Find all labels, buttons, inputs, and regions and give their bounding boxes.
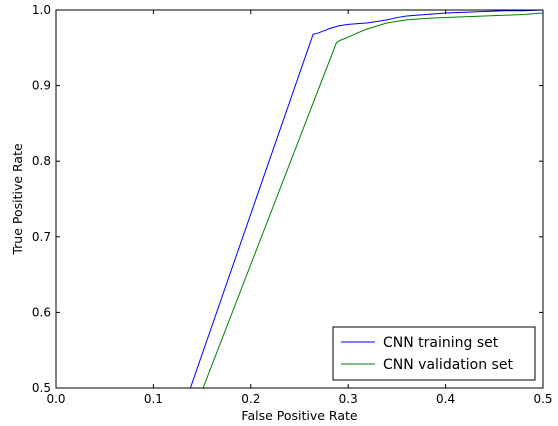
- axis-ticks: 0.0 0.1 0.2 0.3 0.4 0.5 0.5 0.6 0.7 0.8 0.9 1.0: [32, 3, 553, 406]
- y-tick-label: 0.5: [32, 381, 51, 395]
- legend-box: [332, 326, 536, 381]
- series-line-1: [189, 10, 543, 388]
- plot-frame: [55, 9, 544, 389]
- y-tick-label: 0.8: [32, 154, 51, 168]
- y-axis-label: True Positive Rate: [10, 143, 25, 256]
- y-tick-label: 1.0: [32, 3, 51, 17]
- x-axis-label: False Positive Rate: [241, 408, 357, 423]
- legend-label-1: CNN training set: [383, 335, 499, 351]
- legend-label-2: CNN validation set: [383, 357, 513, 373]
- x-tick-label: 0.5: [533, 392, 552, 406]
- y-tick-label: 0.6: [32, 305, 51, 319]
- x-tick-label: 0.3: [339, 392, 358, 406]
- series-layer: [189, 10, 543, 388]
- x-tick-label: 0.1: [144, 392, 163, 406]
- x-tick-label: 0.4: [436, 392, 455, 406]
- legend: CNN training set CNN validation set: [332, 326, 536, 381]
- series-line-2: [202, 12, 543, 388]
- x-tick-label: 0.2: [241, 392, 260, 406]
- x-tick-label: 0.0: [46, 392, 65, 406]
- y-tick-label: 0.7: [32, 230, 51, 244]
- y-tick-label: 0.9: [32, 79, 51, 93]
